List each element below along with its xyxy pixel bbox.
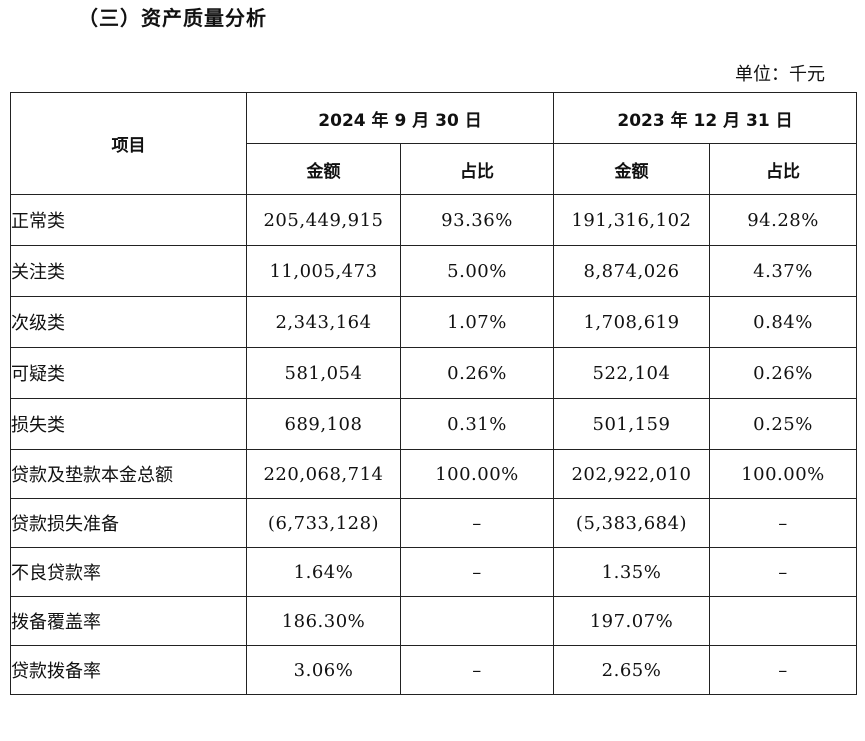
amount-2023: 191,316,102 — [553, 194, 710, 246]
amount-2023: 1.35% — [553, 547, 710, 597]
table-row: 可疑类 581,054 0.26% 522,104 0.26% — [10, 347, 858, 399]
ratio-2023: – — [708, 547, 858, 597]
amount-2024: 3.06% — [246, 645, 401, 695]
asset-quality-table: 项目 2024 年 9 月 30 日 2023 年 12 月 31 日 金额 占… — [10, 92, 858, 695]
header-item: 项目 — [10, 92, 247, 195]
header-ratio-2024: 占比 — [400, 143, 554, 195]
ratio-2023: – — [708, 645, 858, 695]
ratio-2024: 1.07% — [400, 296, 554, 348]
header-period-2023: 2023 年 12 月 31 日 — [552, 92, 858, 144]
amount-2023: 202,922,010 — [553, 449, 710, 499]
unit-note: 单位：千元 — [735, 64, 825, 85]
table-row: 正常类 205,449,915 93.36% 191,316,102 94.28… — [10, 194, 858, 246]
amount-2023: 197.07% — [553, 596, 710, 646]
row-label: 拨备覆盖率 — [10, 596, 247, 646]
ratio-2024: 0.31% — [400, 398, 554, 450]
amount-2023: 501,159 — [553, 398, 710, 450]
ratio-2024: – — [400, 498, 554, 548]
table-row: 贷款拨备率 3.06% – 2.65% – — [10, 645, 858, 695]
ratio-2024 — [400, 596, 554, 646]
row-label: 贷款拨备率 — [10, 645, 247, 695]
header-period-2024: 2024 年 9 月 30 日 — [246, 92, 554, 144]
row-label: 贷款及垫款本金总额 — [10, 449, 247, 499]
row-label: 关注类 — [10, 245, 247, 297]
row-label: 损失类 — [10, 398, 247, 450]
amount-2024: (6,733,128) — [246, 498, 401, 548]
row-label: 正常类 — [10, 194, 247, 246]
row-label: 可疑类 — [10, 347, 247, 399]
ratio-2024: – — [400, 645, 554, 695]
amount-2023: (5,383,684) — [553, 498, 710, 548]
amount-2023: 522,104 — [553, 347, 710, 399]
ratio-2023: 100.00% — [708, 449, 858, 499]
ratio-2023: 4.37% — [708, 245, 858, 297]
row-label: 次级类 — [10, 296, 247, 348]
header-amount-2023: 金额 — [553, 143, 710, 195]
row-label: 贷款损失准备 — [10, 498, 247, 548]
amount-2024: 689,108 — [246, 398, 401, 450]
ratio-2023: 94.28% — [708, 194, 858, 246]
amount-2023: 8,874,026 — [553, 245, 710, 297]
ratio-2023 — [708, 596, 858, 646]
ratio-2023: 0.25% — [708, 398, 858, 450]
ratio-2023: – — [708, 498, 858, 548]
amount-2023: 1,708,619 — [553, 296, 710, 348]
table-row: 贷款及垫款本金总额 220,068,714 100.00% 202,922,01… — [10, 449, 858, 499]
table-row: 损失类 689,108 0.31% 501,159 0.25% — [10, 398, 858, 450]
header-ratio-2023: 占比 — [708, 143, 858, 195]
table-row: 关注类 11,005,473 5.00% 8,874,026 4.37% — [10, 245, 858, 297]
amount-2024: 581,054 — [246, 347, 401, 399]
amount-2024: 205,449,915 — [246, 194, 401, 246]
ratio-2023: 0.84% — [708, 296, 858, 348]
row-label: 不良贷款率 — [10, 547, 247, 597]
ratio-2023: 0.26% — [708, 347, 858, 399]
ratio-2024: 100.00% — [400, 449, 554, 499]
table-row: 次级类 2,343,164 1.07% 1,708,619 0.84% — [10, 296, 858, 348]
amount-2024: 220,068,714 — [246, 449, 401, 499]
table-row: 不良贷款率 1.64% – 1.35% – — [10, 547, 858, 597]
table-row: 贷款损失准备 (6,733,128) – (5,383,684) – — [10, 498, 858, 548]
amount-2024: 186.30% — [246, 596, 401, 646]
amount-2023: 2.65% — [553, 645, 710, 695]
section-title: （三）资产质量分析 — [78, 6, 267, 30]
amount-2024: 2,343,164 — [246, 296, 401, 348]
ratio-2024: – — [400, 547, 554, 597]
ratio-2024: 93.36% — [400, 194, 554, 246]
table-row: 拨备覆盖率 186.30% 197.07% — [10, 596, 858, 646]
amount-2024: 1.64% — [246, 547, 401, 597]
amount-2024: 11,005,473 — [246, 245, 401, 297]
ratio-2024: 0.26% — [400, 347, 554, 399]
ratio-2024: 5.00% — [400, 245, 554, 297]
header-amount-2024: 金额 — [246, 143, 401, 195]
